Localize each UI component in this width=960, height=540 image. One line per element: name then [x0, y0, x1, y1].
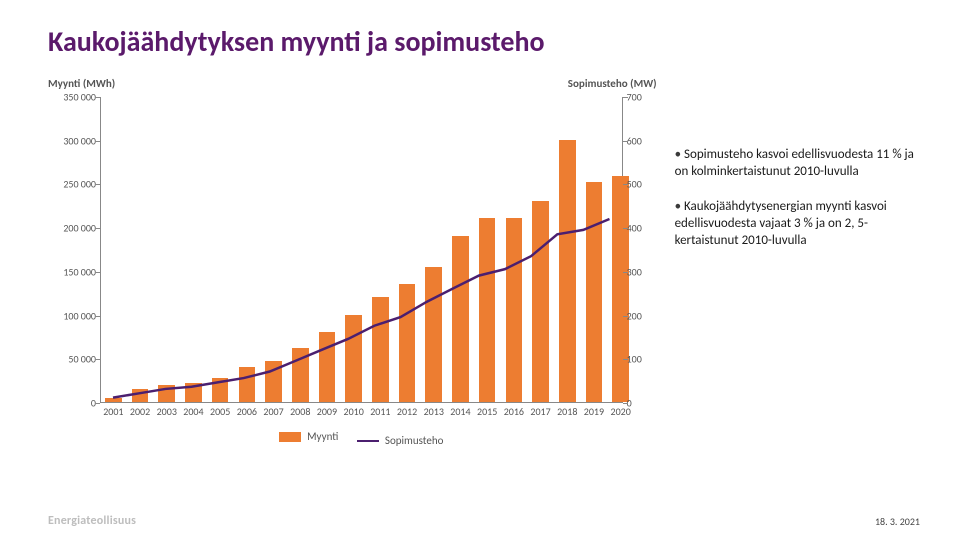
- xlabel: 2013: [424, 405, 444, 418]
- xlabel: 2006: [237, 405, 257, 418]
- ytick-left: 0: [48, 397, 96, 410]
- xlabel: 2010: [344, 405, 364, 418]
- xlabel: 2016: [504, 405, 524, 418]
- legend-swatch-bar: [279, 432, 301, 442]
- list-item: Sopimusteho kasvoi edellisvuodesta 11 % …: [675, 147, 920, 181]
- ytick-left: 50 000: [48, 353, 96, 366]
- xlabel: 2008: [290, 405, 310, 418]
- ytick-right: 300: [627, 265, 657, 278]
- xlabel: 2011: [370, 405, 390, 418]
- legend-item-bar: Myynti: [279, 430, 338, 443]
- ytick-right: 200: [627, 309, 657, 322]
- axis-left-title: Myynti (MWh): [48, 77, 115, 90]
- xlabel: 2002: [130, 405, 150, 418]
- ytick-right: 500: [627, 178, 657, 191]
- page-title: Kaukojäähdytyksen myynti ja sopimusteho: [48, 24, 920, 59]
- ytick-right: 600: [627, 134, 657, 147]
- xlabel: 2014: [450, 405, 470, 418]
- ytick-right: 700: [627, 91, 657, 104]
- chart: Myynti (MWh) Sopimusteho (MW) 050 000100…: [48, 77, 657, 457]
- footer-logo: Energiateollisuus: [48, 514, 136, 528]
- legend-item-line: Sopimusteho: [357, 434, 444, 447]
- ytick-left: 200 000: [48, 222, 96, 235]
- ytick-left: 100 000: [48, 309, 96, 322]
- xlabel: 2009: [317, 405, 337, 418]
- xlabel: 2015: [477, 405, 497, 418]
- ytick-right: 100: [627, 353, 657, 366]
- xlabel: 2018: [557, 405, 577, 418]
- xlabel: 2003: [157, 405, 177, 418]
- xlabel: 2005: [210, 405, 230, 418]
- line-series: [100, 97, 623, 402]
- xlabel: 2004: [183, 405, 203, 418]
- xlabel: 2001: [103, 405, 123, 418]
- list-item: Kaukojäähdytysenergian myynti kasvoi ede…: [675, 199, 920, 250]
- x-axis-labels: 2001 2002 2003 2004 2005 2006 2007 2008 2009 2010…: [100, 405, 623, 419]
- plot-area: 050 000100 000150 000200 000250 000300 0…: [100, 97, 623, 403]
- legend-swatch-line: [357, 440, 379, 442]
- line-path: [113, 219, 609, 398]
- xlabel: 2017: [530, 405, 550, 418]
- ytick-left: 300 000: [48, 134, 96, 147]
- xlabel: 2019: [584, 405, 604, 418]
- legend-label: Sopimusteho: [385, 434, 444, 447]
- legend: Myynti Sopimusteho: [100, 430, 623, 447]
- axis-right-title: Sopimusteho (MW): [568, 77, 657, 90]
- legend-label: Myynti: [307, 430, 338, 443]
- ytick-left: 350 000: [48, 91, 96, 104]
- xlabel: 2012: [397, 405, 417, 418]
- ytick-left: 250 000: [48, 178, 96, 191]
- xlabel: 2007: [263, 405, 283, 418]
- ytick-right: 400: [627, 222, 657, 235]
- xlabel: 2020: [611, 405, 631, 418]
- footer-date: 18. 3. 2021: [875, 515, 920, 528]
- ytick-left: 150 000: [48, 265, 96, 278]
- bullet-list: Sopimusteho kasvoi edellisvuodesta 11 % …: [675, 77, 920, 457]
- ytick-right: 0: [627, 397, 657, 410]
